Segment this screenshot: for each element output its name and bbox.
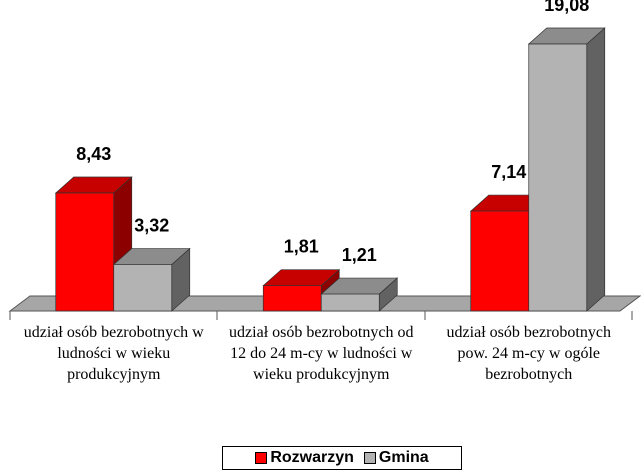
legend-item: Gmina [363,449,429,467]
bar-face [320,293,380,312]
bar [527,27,606,312]
data-label: 8,43 [76,144,111,164]
legend-label: Gmina [378,449,429,466]
data-label: 1,21 [342,245,377,265]
x-tick-label: udział osób bezrobotnych pow. 24 m-cy w … [446,324,611,383]
bar [112,247,191,312]
bar-face [528,43,588,312]
data-label: 3,32 [134,215,169,235]
bar-face [262,285,322,312]
x-tick-label: udział osób bezrobotnych w ludności w wi… [23,324,204,383]
legend-swatch [363,452,376,464]
legend-label: Rozwarzyn [270,449,354,466]
legend: Rozwarzyn Gmina [222,446,462,470]
bar-face [113,264,173,312]
data-label: 19,08 [544,0,589,15]
data-label: 1,81 [284,236,319,256]
legend-item: Rozwarzyn [255,449,354,467]
bar-face [55,192,115,312]
x-tick-label: udział osób bezrobotnych od 12 do 24 m-c… [229,324,414,383]
bar-face [586,27,606,312]
bar-face [470,210,530,312]
bar [320,277,399,312]
data-label: 7,14 [491,162,526,182]
legend-swatch [255,452,268,464]
